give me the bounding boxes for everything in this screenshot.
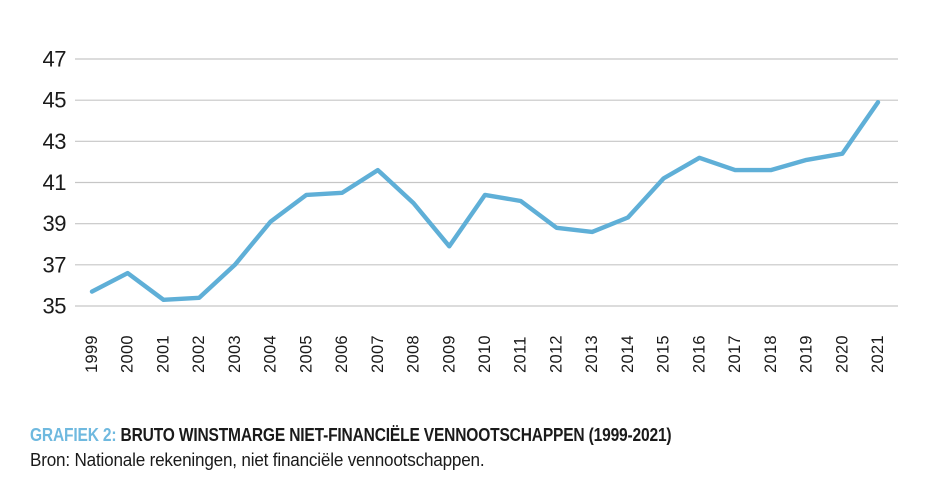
y-axis-tick-label: 39 — [43, 211, 67, 236]
x-axis-tick-label: 2006 — [333, 335, 351, 373]
x-axis-tick-label: 2000 — [119, 335, 137, 373]
chart-title-text: BRUTO WINSTMARGE NIET-FINANCIËLE VENNOOT… — [120, 424, 672, 445]
chart-caption: GRAFIEK 2: BRUTO WINSTMARGE NIET-FINANCI… — [30, 424, 794, 471]
x-axis-tick-label: 2003 — [226, 335, 244, 373]
x-axis-tick-label: 2009 — [440, 335, 458, 373]
x-axis-tick-label: 2008 — [405, 335, 423, 373]
chart-title: GRAFIEK 2: BRUTO WINSTMARGE NIET-FINANCI… — [30, 424, 672, 446]
x-axis-tick-label: 2001 — [154, 335, 172, 373]
x-axis-tick-label: 2018 — [762, 335, 780, 373]
x-axis-tick-label: 2021 — [869, 335, 887, 373]
x-axis-tick-label: 2010 — [476, 335, 494, 373]
y-axis-tick-label: 41 — [43, 170, 67, 195]
x-axis-tick-label: 2004 — [262, 335, 280, 373]
chart-title-label: GRAFIEK 2: — [30, 424, 117, 445]
x-axis-tick-label: 2014 — [619, 335, 637, 373]
x-axis-tick-label: 2012 — [547, 335, 565, 373]
chart-source: Bron: Nationale rekeningen, niet financi… — [30, 450, 485, 470]
x-axis-tick-label: 1999 — [83, 335, 101, 373]
y-axis-tick-label: 45 — [43, 88, 67, 113]
x-axis-tick-label: 2007 — [369, 335, 387, 373]
y-axis-tick-label: 47 — [43, 47, 67, 72]
x-axis-tick-label: 2002 — [190, 335, 208, 373]
y-axis-tick-label: 37 — [43, 252, 67, 277]
x-axis-tick-label: 2020 — [833, 335, 851, 373]
profit-margin-line-chart: 35 37 39 41 43 45 47 1999 2000 2001 2002 2003 2004 20… — [43, 47, 898, 373]
x-axis-tick-label: 2016 — [690, 335, 708, 373]
x-axis-tick-label: 2005 — [297, 335, 315, 373]
x-axis-tick-label: 2019 — [798, 335, 816, 373]
x-axis-tick-label: 2015 — [655, 335, 673, 373]
x-axis-tick-label: 2011 — [512, 336, 530, 373]
x-axis-tick-label: 2013 — [583, 335, 601, 373]
y-axis-tick-label: 43 — [43, 129, 67, 154]
x-axis-tick-label: 2017 — [726, 335, 744, 373]
profit-margin-series-line — [89, 99, 881, 302]
y-axis-tick-label: 35 — [43, 294, 67, 319]
